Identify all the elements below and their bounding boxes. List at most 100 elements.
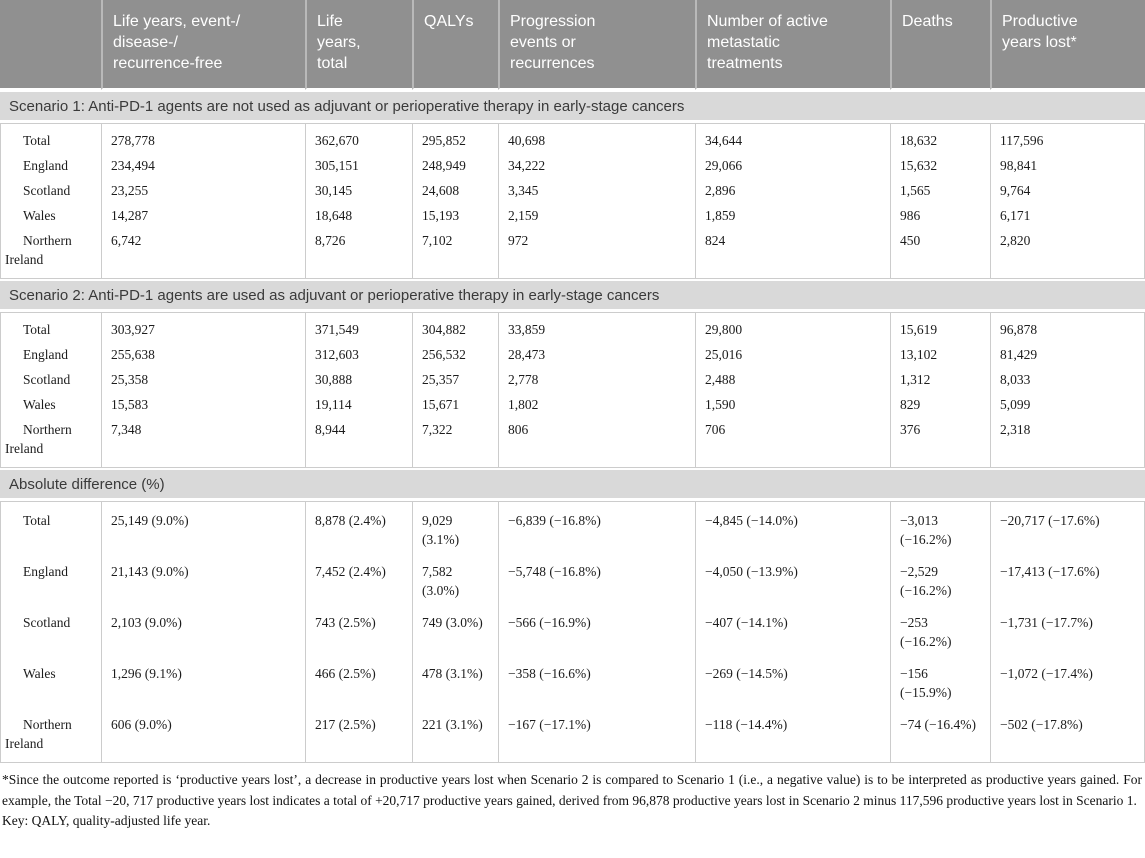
column-header-qalys: QALYs (412, 0, 498, 90)
data-cell: 234,494 (101, 153, 305, 178)
column-header-metastatic-treatments: Number of active metastatic treatments (695, 0, 890, 90)
data-cell: 33,859 (498, 312, 695, 342)
row-label: Northern Ireland (0, 707, 101, 763)
table-row: England 255,638 312,603 256,532 28,473 2… (0, 342, 1145, 367)
data-cell: −5,748 (−16.8%) (498, 554, 695, 605)
data-cell: 9,029 (3.1%) (412, 501, 498, 554)
data-cell: 19,114 (305, 392, 412, 417)
data-cell: 1,312 (890, 367, 990, 392)
table-row: Northern Ireland 6,742 8,726 7,102 972 8… (0, 228, 1145, 279)
column-header-deaths: Deaths (890, 0, 990, 90)
section-title-row: Scenario 1: Anti-PD-1 agents are not use… (0, 90, 1145, 123)
data-cell: 1,296 (9.1%) (101, 656, 305, 707)
data-cell: 304,882 (412, 312, 498, 342)
column-header-progression-events: Progression events or recurrences (498, 0, 695, 90)
data-cell: 7,102 (412, 228, 498, 279)
row-label: England (0, 342, 101, 367)
data-cell: 25,358 (101, 367, 305, 392)
data-cell: 376 (890, 417, 990, 468)
data-cell: 824 (695, 228, 890, 279)
data-cell: 21,143 (9.0%) (101, 554, 305, 605)
data-cell: 13,102 (890, 342, 990, 367)
data-cell: 1,859 (695, 203, 890, 228)
data-cell: 15,583 (101, 392, 305, 417)
data-cell: 7,452 (2.4%) (305, 554, 412, 605)
data-cell: −4,050 (−13.9%) (695, 554, 890, 605)
data-cell: −20,717 (−17.6%) (990, 501, 1145, 554)
section-band-scenario-2: Scenario 2: Anti-PD-1 agents are used as… (0, 279, 1145, 312)
row-label: Wales (0, 203, 101, 228)
data-cell: 24,608 (412, 178, 498, 203)
table-row: Total 303,927 371,549 304,882 33,859 29,… (0, 312, 1145, 342)
data-cell: 450 (890, 228, 990, 279)
data-cell: 2,778 (498, 367, 695, 392)
row-label: Northern Ireland (0, 228, 101, 279)
data-cell: 2,159 (498, 203, 695, 228)
data-cell: 3,345 (498, 178, 695, 203)
data-cell: 18,648 (305, 203, 412, 228)
data-cell: −6,839 (−16.8%) (498, 501, 695, 554)
data-cell: 362,670 (305, 123, 412, 153)
data-cell: 25,016 (695, 342, 890, 367)
data-cell: 743 (2.5%) (305, 605, 412, 656)
row-label: England (0, 153, 101, 178)
data-cell: 23,255 (101, 178, 305, 203)
table-row: Northern Ireland 7,348 8,944 7,322 806 7… (0, 417, 1145, 468)
data-cell: 8,726 (305, 228, 412, 279)
data-cell: 217 (2.5%) (305, 707, 412, 763)
data-cell: −407 (−14.1%) (695, 605, 890, 656)
header-row: Life years, event-/ disease-/ recurrence… (0, 0, 1145, 90)
data-cell: −17,413 (−17.6%) (990, 554, 1145, 605)
section-title: Absolute difference (%) (0, 468, 1145, 501)
data-cell: 466 (2.5%) (305, 656, 412, 707)
column-header-life-years-event-free: Life years, event-/ disease-/ recurrence… (101, 0, 305, 90)
data-cell: 278,778 (101, 123, 305, 153)
data-cell: 1,802 (498, 392, 695, 417)
data-cell: 2,103 (9.0%) (101, 605, 305, 656)
data-cell: 15,671 (412, 392, 498, 417)
data-cell: 81,429 (990, 342, 1145, 367)
column-header-productive-years-lost: Productive years lost* (990, 0, 1145, 90)
data-cell: 305,151 (305, 153, 412, 178)
data-cell: 6,171 (990, 203, 1145, 228)
data-cell: 18,632 (890, 123, 990, 153)
data-cell: −118 (−14.4%) (695, 707, 890, 763)
table-header: Life years, event-/ disease-/ recurrence… (0, 0, 1145, 90)
row-label: Wales (0, 656, 101, 707)
data-cell: 25,357 (412, 367, 498, 392)
table-row: Northern Ireland 606 (9.0%) 217 (2.5%) 2… (0, 707, 1145, 763)
data-cell: −253 (−16.2%) (890, 605, 990, 656)
footnote-asterisk: *Since the outcome reported is ‘producti… (2, 772, 1142, 808)
table-row: Wales 1,296 (9.1%) 466 (2.5%) 478 (3.1%)… (0, 656, 1145, 707)
data-cell: 14,287 (101, 203, 305, 228)
data-cell: 15,632 (890, 153, 990, 178)
section-title: Scenario 2: Anti-PD-1 agents are used as… (0, 279, 1145, 312)
data-cell: 972 (498, 228, 695, 279)
data-cell: −502 (−17.8%) (990, 707, 1145, 763)
row-label: Scotland (0, 605, 101, 656)
table-footnotes: *Since the outcome reported is ‘producti… (0, 763, 1145, 832)
section-title-row: Scenario 2: Anti-PD-1 agents are used as… (0, 279, 1145, 312)
table-row: Scotland 23,255 30,145 24,608 3,345 2,89… (0, 178, 1145, 203)
data-cell: 8,878 (2.4%) (305, 501, 412, 554)
table-row: Scotland 25,358 30,888 25,357 2,778 2,48… (0, 367, 1145, 392)
data-cell: 1,565 (890, 178, 990, 203)
row-label: Wales (0, 392, 101, 417)
data-cell: 34,644 (695, 123, 890, 153)
data-cell: −566 (−16.9%) (498, 605, 695, 656)
row-label: England (0, 554, 101, 605)
data-cell: −2,529 (−16.2%) (890, 554, 990, 605)
data-cell: 28,473 (498, 342, 695, 367)
data-cell: −1,072 (−17.4%) (990, 656, 1145, 707)
data-cell: 98,841 (990, 153, 1145, 178)
data-cell: 30,145 (305, 178, 412, 203)
scenario-2-data: Total 303,927 371,549 304,882 33,859 29,… (0, 312, 1145, 468)
table-row: Total 278,778 362,670 295,852 40,698 34,… (0, 123, 1145, 153)
data-cell: −358 (−16.6%) (498, 656, 695, 707)
row-label: Total (0, 501, 101, 554)
data-cell: 7,582 (3.0%) (412, 554, 498, 605)
data-cell: −3,013 (−16.2%) (890, 501, 990, 554)
data-cell: 8,033 (990, 367, 1145, 392)
data-cell: 15,193 (412, 203, 498, 228)
section-title: Scenario 1: Anti-PD-1 agents are not use… (0, 90, 1145, 123)
